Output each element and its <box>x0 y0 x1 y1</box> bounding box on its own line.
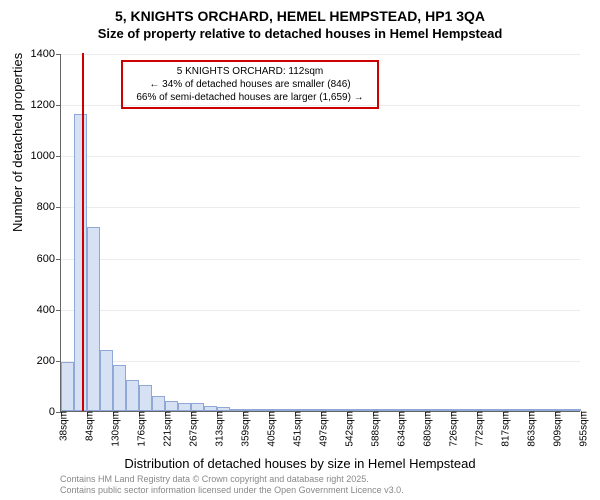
gridline <box>61 105 580 106</box>
gridline <box>61 259 580 260</box>
xtick-label: 451sqm <box>287 411 304 447</box>
ytick-label: 600 <box>37 253 61 265</box>
gridline <box>61 207 580 208</box>
xtick-label: 176sqm <box>131 411 148 447</box>
ytick-label: 800 <box>37 201 61 213</box>
xtick-label: 863sqm <box>521 411 538 447</box>
histogram-bar <box>74 114 87 411</box>
chart-subtitle: Size of property relative to detached ho… <box>0 24 600 47</box>
xtick-label: 130sqm <box>105 411 122 447</box>
histogram-bar <box>152 396 165 411</box>
xtick-label: 38sqm <box>53 411 70 441</box>
xtick-label: 359sqm <box>235 411 252 447</box>
xtick-label: 405sqm <box>261 411 278 447</box>
xtick-label: 772sqm <box>469 411 486 447</box>
footer-line2: Contains public sector information licen… <box>60 485 404 496</box>
xtick-label: 955sqm <box>573 411 590 447</box>
y-axis-title: Number of detached properties <box>10 53 25 232</box>
histogram-bar <box>113 365 126 411</box>
annotation-line3: 66% of semi-detached houses are larger (… <box>129 91 371 104</box>
ytick-label: 1400 <box>31 48 61 60</box>
gridline <box>61 310 580 311</box>
xtick-label: 726sqm <box>443 411 460 447</box>
ytick-label: 1000 <box>31 150 61 162</box>
xtick-label: 221sqm <box>157 411 174 447</box>
chart-footer: Contains HM Land Registry data © Crown c… <box>60 474 404 496</box>
histogram-bar <box>165 401 178 411</box>
histogram-chart: 5, KNIGHTS ORCHARD, HEMEL HEMPSTEAD, HP1… <box>0 0 600 500</box>
gridline <box>61 361 580 362</box>
histogram-bar <box>139 385 152 411</box>
plot-area: 5 KNIGHTS ORCHARD: 112sqm ← 34% of detac… <box>60 54 580 412</box>
histogram-bar <box>61 362 74 411</box>
histogram-bar <box>87 227 100 411</box>
ytick-label: 1200 <box>31 99 61 111</box>
xtick-label: 588sqm <box>365 411 382 447</box>
histogram-bar <box>178 403 191 411</box>
ytick-label: 400 <box>37 304 61 316</box>
chart-title: 5, KNIGHTS ORCHARD, HEMEL HEMPSTEAD, HP1… <box>0 0 600 24</box>
annotation-box: 5 KNIGHTS ORCHARD: 112sqm ← 34% of detac… <box>121 60 379 109</box>
annotation-line2: ← 34% of detached houses are smaller (84… <box>129 78 371 91</box>
xtick-label: 267sqm <box>183 411 200 447</box>
gridline <box>61 156 580 157</box>
ytick-label: 200 <box>37 355 61 367</box>
x-axis-title: Distribution of detached houses by size … <box>0 456 600 471</box>
annotation-line1: 5 KNIGHTS ORCHARD: 112sqm <box>129 65 371 78</box>
histogram-bar <box>191 403 204 411</box>
xtick-label: 909sqm <box>547 411 564 447</box>
xtick-label: 84sqm <box>79 411 96 441</box>
histogram-bar <box>126 380 139 411</box>
xtick-label: 817sqm <box>495 411 512 447</box>
xtick-label: 497sqm <box>313 411 330 447</box>
marker-line <box>82 53 84 411</box>
xtick-label: 634sqm <box>391 411 408 447</box>
footer-line1: Contains HM Land Registry data © Crown c… <box>60 474 404 485</box>
histogram-bar <box>100 350 113 411</box>
xtick-label: 542sqm <box>339 411 356 447</box>
xtick-label: 313sqm <box>209 411 226 447</box>
gridline <box>61 54 580 55</box>
xtick-label: 680sqm <box>417 411 434 447</box>
